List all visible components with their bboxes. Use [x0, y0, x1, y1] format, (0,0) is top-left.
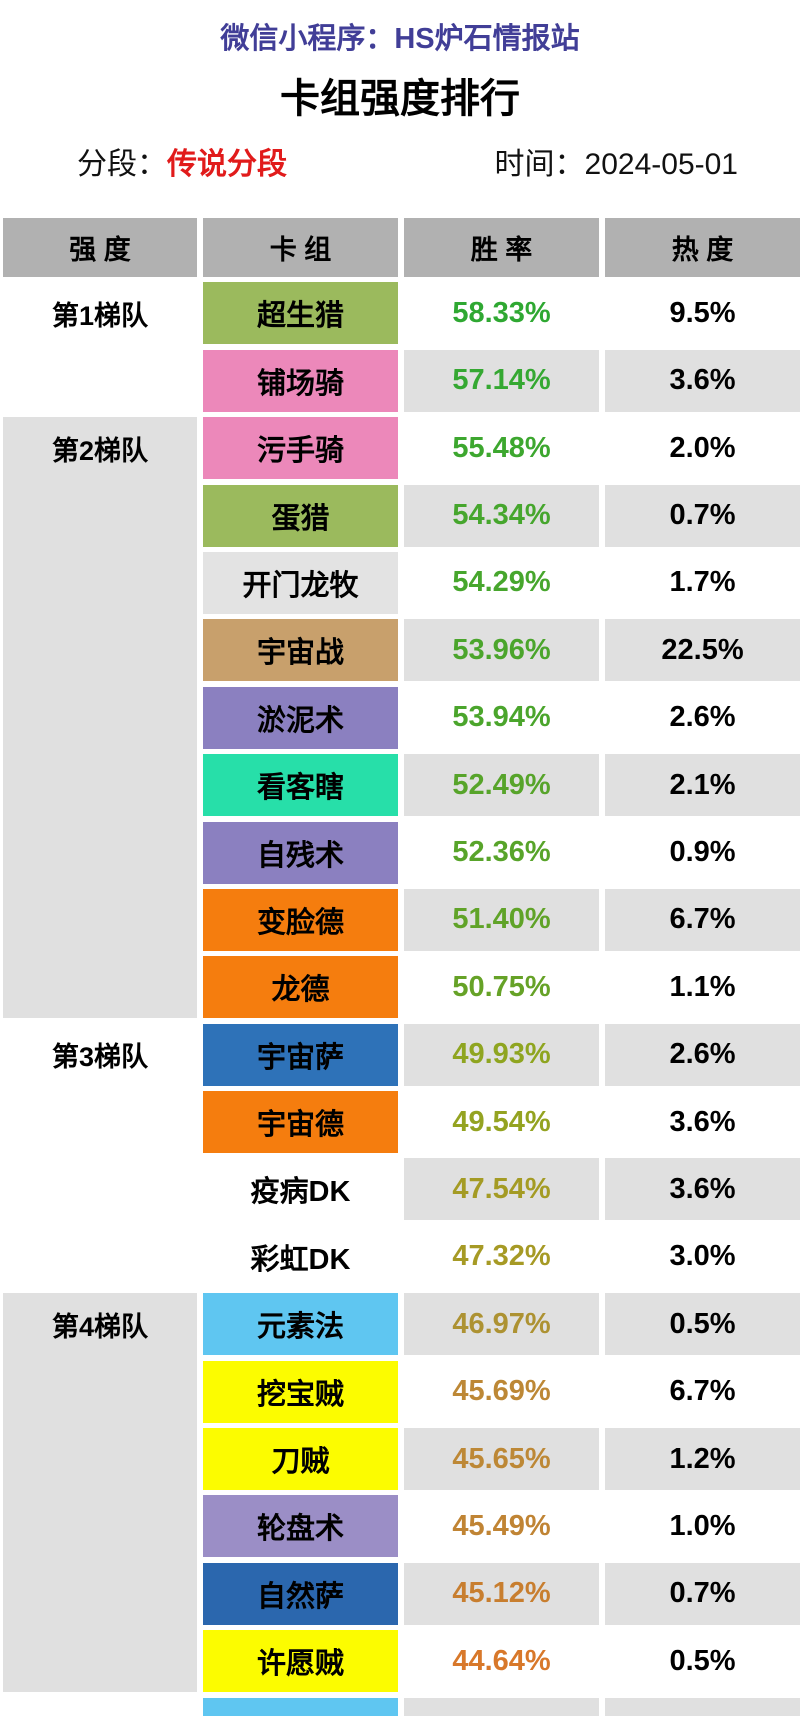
popularity-cell: 1.2%: [605, 1428, 800, 1491]
deck-cell-partial[interactable]: [203, 1697, 398, 1716]
popularity-cell: 0.7%: [605, 1562, 800, 1625]
win-rate-cell: 55.48%: [452, 431, 551, 464]
popularity-cell: 0.5%: [669, 1644, 736, 1677]
column-header-popularity: 热 度: [605, 218, 800, 277]
tier-block-4: 第4梯队: [3, 1293, 197, 1693]
popularity-cell: 22.5%: [605, 619, 800, 682]
popularity-cell: 2.0%: [669, 431, 736, 464]
deck-cell[interactable]: 自残术: [203, 821, 398, 884]
deck-cell[interactable]: 淤泥术: [203, 686, 398, 749]
win-rate-cell: 45.65%: [404, 1428, 599, 1491]
popularity-cell: 2.6%: [669, 701, 736, 734]
popularity-cell: 3.6%: [669, 1105, 736, 1138]
win-rate-cell: 47.32%: [452, 1240, 551, 1273]
deck-cell[interactable]: 彩虹DK: [203, 1225, 398, 1288]
win-rate-cell: 54.29%: [452, 566, 551, 599]
win-rate-cell: 57.14%: [404, 349, 599, 412]
popularity-cell-partial: [605, 1697, 800, 1716]
page-title: 卡组强度排行: [280, 77, 520, 121]
tier-block-2: 第2梯队: [3, 417, 197, 1019]
win-rate-cell: 53.94%: [452, 701, 551, 734]
popularity-cell: 6.7%: [605, 888, 800, 951]
win-rate-cell: 45.69%: [452, 1375, 551, 1408]
popularity-cell: 0.9%: [669, 836, 736, 869]
rank-label: 分段：: [77, 148, 167, 181]
win-rate-cell: 54.34%: [404, 484, 599, 547]
win-rate-cell: 51.40%: [404, 888, 599, 951]
rank-value: 传说分段: [167, 148, 287, 181]
rank-segment: 分段：传说分段: [77, 146, 287, 184]
popularity-cell: 3.6%: [605, 349, 800, 412]
popularity-cell: 1.1%: [669, 970, 736, 1003]
tier-label: 第1梯队: [51, 300, 149, 331]
deck-cell[interactable]: 轮盘术: [203, 1495, 398, 1558]
deck-cell[interactable]: 挖宝贼: [203, 1360, 398, 1423]
deck-cell[interactable]: 许愿贼: [203, 1630, 398, 1693]
deck-cell[interactable]: 龙德: [203, 956, 398, 1019]
deck-cell[interactable]: 看客瞎: [203, 754, 398, 817]
deck-cell[interactable]: 开门龙牧: [203, 551, 398, 614]
win-rate-cell: 45.49%: [452, 1509, 551, 1542]
column-header-winrate: 胜 率: [404, 218, 599, 277]
time-segment: 时间：2024-05-01: [495, 146, 738, 184]
meta-row: 分段：传说分段 时间：2024-05-01: [0, 146, 800, 184]
win-rate-cell: 46.97%: [404, 1293, 599, 1356]
popularity-cell: 2.1%: [605, 754, 800, 817]
deck-cell[interactable]: 污手骑: [203, 417, 398, 480]
app-title: 微信小程序：HS炉石情报站: [220, 23, 580, 55]
deck-cell[interactable]: 蛋猎: [203, 484, 398, 547]
tier-block-3: 第3梯队: [3, 1024, 197, 1288]
deck-cell[interactable]: 元素法: [203, 1293, 398, 1356]
deck-cell[interactable]: 宇宙德: [203, 1091, 398, 1154]
popularity-cell: 1.0%: [669, 1509, 736, 1542]
column-header-deck: 卡 组: [203, 218, 398, 277]
win-rate-cell: 49.93%: [404, 1023, 599, 1086]
deck-cell[interactable]: 宇宙战: [203, 619, 398, 682]
popularity-cell: 3.6%: [605, 1158, 800, 1221]
win-rate-cell: 45.12%: [404, 1562, 599, 1625]
tier-block-1: 第1梯队: [3, 282, 197, 411]
deck-cell[interactable]: 疫病DK: [203, 1158, 398, 1221]
popularity-cell: 0.5%: [605, 1293, 800, 1356]
popularity-cell: 6.7%: [669, 1375, 736, 1408]
deck-cell[interactable]: 变脸德: [203, 888, 398, 951]
time-value: 2024-05-01: [584, 148, 738, 181]
win-rate-cell: 49.54%: [452, 1105, 551, 1138]
deck-cell[interactable]: 自然萨: [203, 1562, 398, 1625]
time-label: 时间：: [494, 148, 585, 181]
win-rate-cell: 52.36%: [452, 836, 551, 869]
deck-cell[interactable]: 铺场骑: [203, 349, 398, 412]
deck-cell[interactable]: 刀贼: [203, 1428, 398, 1491]
popularity-cell: 2.6%: [605, 1023, 800, 1086]
win-rate-cell: 47.54%: [404, 1158, 599, 1221]
popularity-cell: 1.7%: [669, 566, 736, 599]
tier-label: 第2梯队: [51, 435, 149, 466]
tier-label: 第3梯队: [51, 1042, 149, 1073]
win-rate-cell: 44.64%: [452, 1644, 551, 1677]
ranking-table: 强 度 卡 组 胜 率 热 度 第1梯队 超生猎 58.33% 9.5% 铺场骑 57.1…: [3, 218, 800, 1716]
tier-label: 第4梯队: [51, 1311, 149, 1342]
win-rate-cell: 52.49%: [404, 754, 599, 817]
win-rate-cell: 50.75%: [452, 970, 551, 1003]
win-rate-cell-partial: [404, 1697, 599, 1716]
deck-cell[interactable]: 超生猎: [203, 282, 398, 345]
win-rate-cell: 53.96%: [404, 619, 599, 682]
popularity-cell: 0.7%: [605, 484, 800, 547]
popularity-cell: 9.5%: [669, 296, 736, 329]
column-header-strength: 强 度: [3, 218, 197, 277]
popularity-cell: 3.0%: [669, 1240, 736, 1273]
win-rate-cell: 58.33%: [452, 296, 551, 329]
deck-cell[interactable]: 宇宙萨: [203, 1023, 398, 1086]
